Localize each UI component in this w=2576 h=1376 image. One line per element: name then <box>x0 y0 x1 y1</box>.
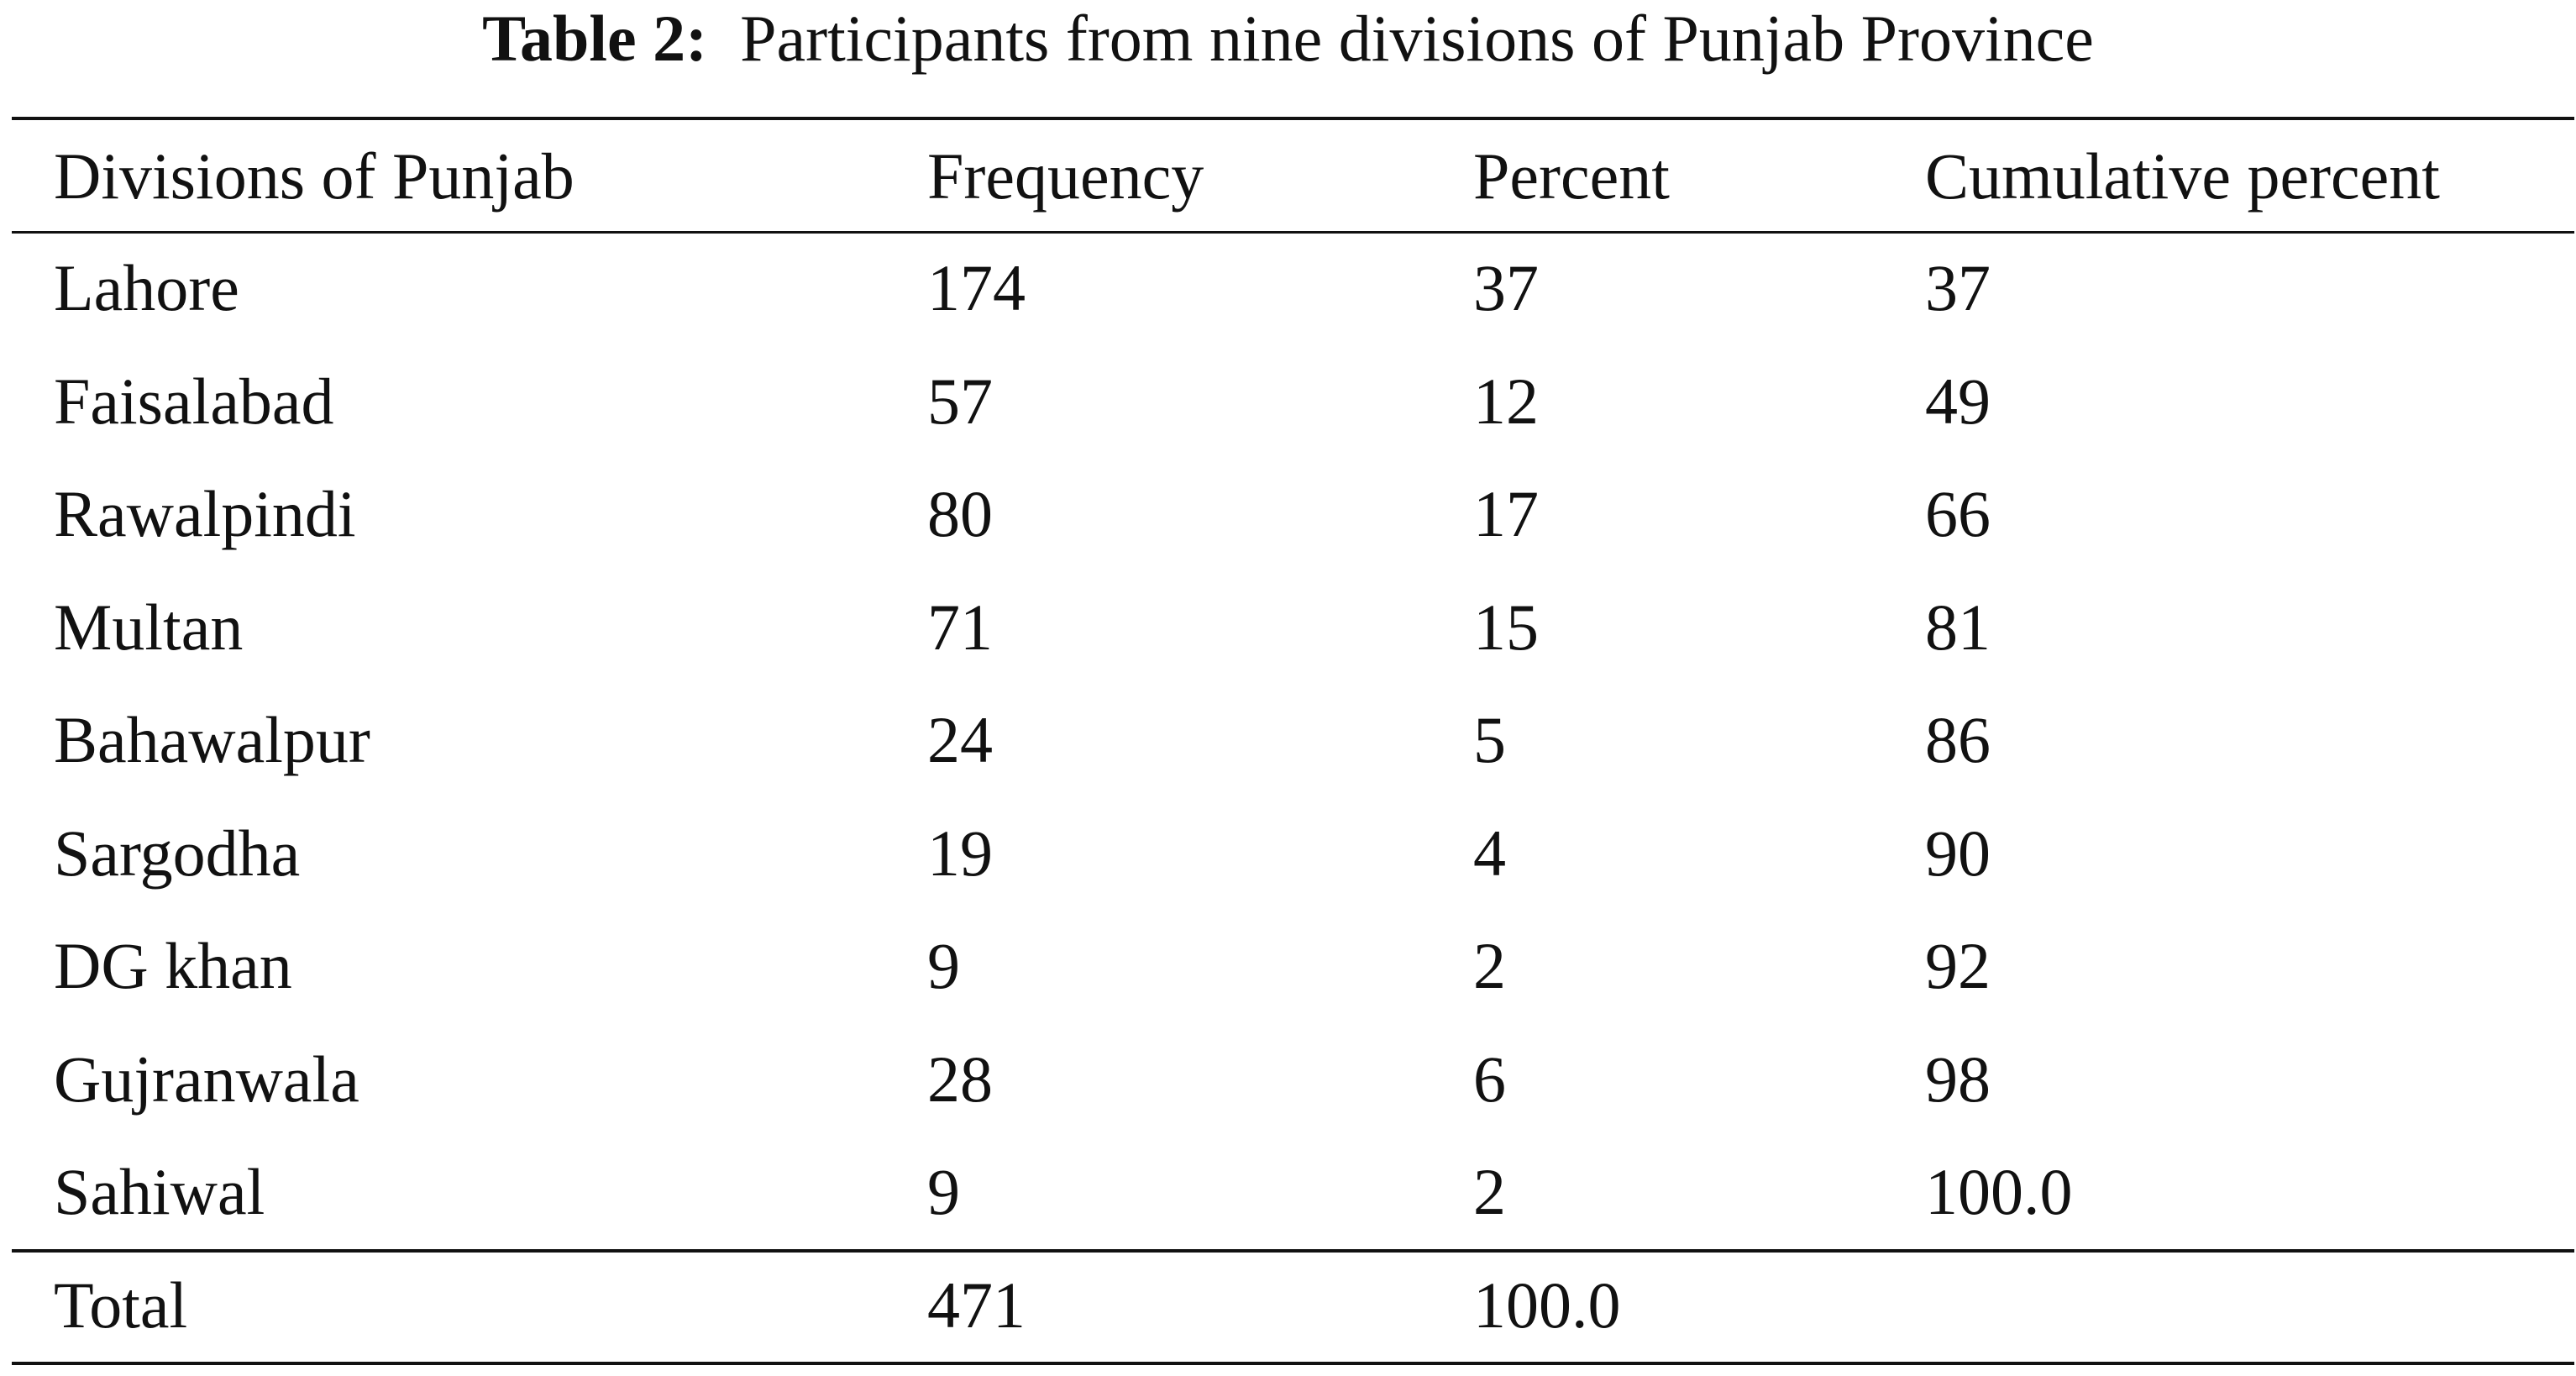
cell-cumulative-percent: 100.0 <box>1925 1155 2073 1229</box>
cell-percent: 5 <box>1473 703 1506 777</box>
table-row: Rawalpindi 80 17 66 <box>12 458 2574 571</box>
total-frequency: 471 <box>927 1268 1026 1342</box>
cell-frequency: 24 <box>927 703 993 777</box>
cell-division: Rawalpindi <box>54 477 356 551</box>
table-row: Multan 71 15 81 <box>12 571 2574 685</box>
cell-percent: 12 <box>1473 364 1539 438</box>
table-bottom-rule <box>12 1362 2574 1365</box>
table-caption-text: Participants from nine divisions of Punj… <box>740 2 2094 75</box>
divisions-table: Divisions of Punjab Frequency Percent Cu… <box>12 120 2574 1362</box>
cell-division: Bahawalpur <box>54 703 370 777</box>
cell-percent: 4 <box>1473 816 1506 890</box>
cell-cumulative-percent: 98 <box>1925 1042 1991 1116</box>
cell-cumulative-percent: 86 <box>1925 703 1991 777</box>
cell-cumulative-percent: 81 <box>1925 590 1991 664</box>
table-top-rule <box>12 117 2574 120</box>
table-header-rule <box>12 231 2574 234</box>
cell-cumulative-percent: 66 <box>1925 477 1991 551</box>
table-total-rule <box>12 1249 2574 1253</box>
cell-cumulative-percent: 90 <box>1925 816 1991 890</box>
cell-frequency: 9 <box>927 1155 960 1229</box>
column-header-division: Divisions of Punjab <box>54 139 574 213</box>
cell-percent: 2 <box>1473 929 1506 1003</box>
column-header-cumulative-percent: Cumulative percent <box>1925 139 2440 213</box>
table-total-row: Total 471 100.0 <box>12 1249 2574 1362</box>
table-row: Gujranwala 28 6 98 <box>12 1023 2574 1137</box>
cell-frequency: 71 <box>927 590 993 664</box>
cell-percent: 37 <box>1473 251 1539 325</box>
table-row: Bahawalpur 24 5 86 <box>12 684 2574 797</box>
cell-division: Multan <box>54 590 244 664</box>
cell-percent: 15 <box>1473 590 1539 664</box>
cell-frequency: 9 <box>927 929 960 1003</box>
table-row: DG khan 9 2 92 <box>12 910 2574 1023</box>
cell-frequency: 80 <box>927 477 993 551</box>
total-percent: 100.0 <box>1473 1268 1621 1342</box>
table-row: Sargodha 19 4 90 <box>12 797 2574 911</box>
table-caption: Table 2: Participants from nine division… <box>0 0 2576 84</box>
cell-division: Lahore <box>54 251 239 325</box>
cell-frequency: 28 <box>927 1042 993 1116</box>
cell-frequency: 19 <box>927 816 993 890</box>
cell-cumulative-percent: 92 <box>1925 929 1991 1003</box>
cell-division: Faisalabad <box>54 364 334 438</box>
cell-cumulative-percent: 37 <box>1925 251 1991 325</box>
cell-percent: 17 <box>1473 477 1539 551</box>
cell-cumulative-percent: 49 <box>1925 364 1991 438</box>
cell-division: Gujranwala <box>54 1042 359 1116</box>
cell-division: Sargodha <box>54 816 301 890</box>
column-header-frequency: Frequency <box>927 139 1204 213</box>
cell-division: Sahiwal <box>54 1155 265 1229</box>
table-header-row: Divisions of Punjab Frequency Percent Cu… <box>12 120 2574 232</box>
table-row: Lahore 174 37 37 <box>12 232 2574 345</box>
cell-division: DG khan <box>54 929 292 1003</box>
table-row: Faisalabad 57 12 49 <box>12 345 2574 459</box>
column-header-percent: Percent <box>1473 139 1670 213</box>
cell-percent: 2 <box>1473 1155 1506 1229</box>
cell-percent: 6 <box>1473 1042 1506 1116</box>
total-label: Total <box>54 1268 188 1342</box>
cell-frequency: 174 <box>927 251 1026 325</box>
table-caption-label: Table 2: <box>482 2 708 75</box>
table-row: Sahiwal 9 2 100.0 <box>12 1136 2574 1249</box>
cell-frequency: 57 <box>927 364 993 438</box>
total-cumulative-percent <box>1883 1249 2574 1362</box>
